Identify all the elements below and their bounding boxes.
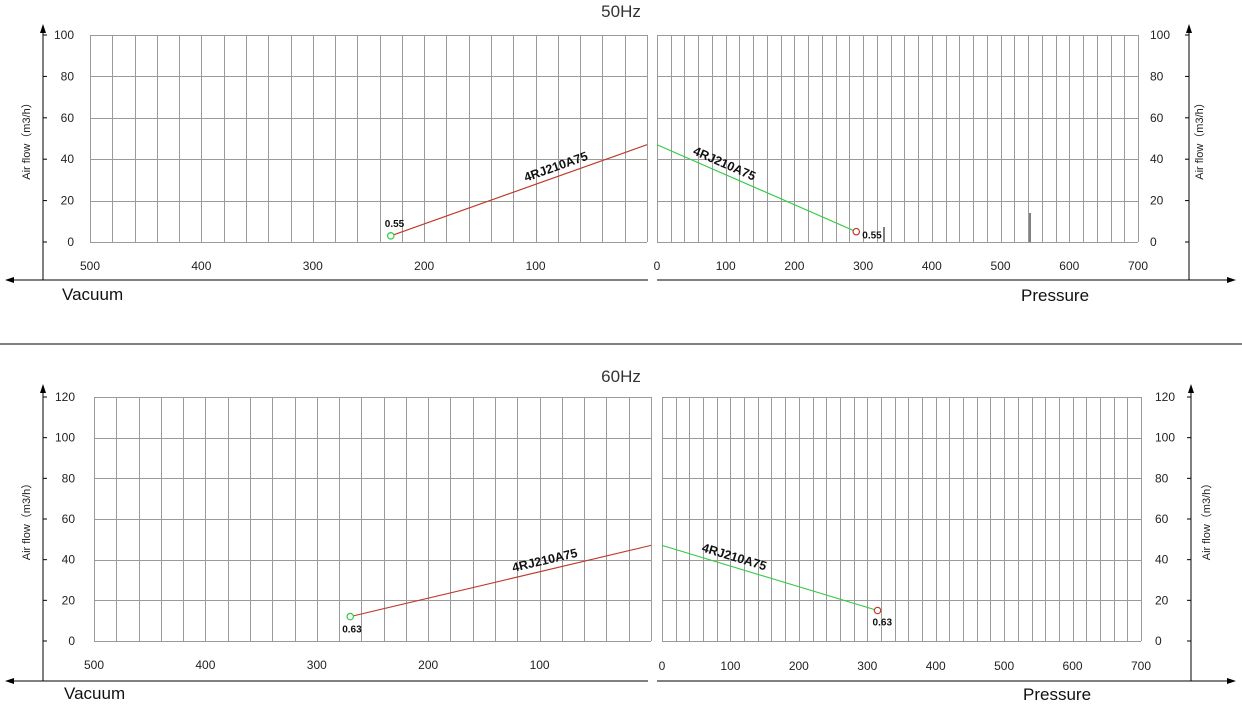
x-tick-label: 0 — [659, 659, 666, 673]
x-tick-label: 300 — [303, 259, 323, 273]
x-tick-label: 500 — [84, 658, 104, 672]
x-tick-label: 400 — [926, 659, 946, 673]
x-tick-label: 100 — [530, 658, 550, 672]
pressure-grid — [662, 397, 1142, 642]
y-tick-label: 0 — [68, 634, 75, 648]
y-tick-label: 40 — [1150, 152, 1164, 166]
x-tick-label: 400 — [195, 658, 215, 672]
x-tick-label: 500 — [80, 259, 100, 273]
pressure-x-axis-arrow — [1227, 277, 1236, 283]
y-axis-label: Air flow（m3/h） — [20, 97, 33, 180]
y-tick-label: 60 — [61, 111, 75, 125]
x-tick-label: 400 — [922, 259, 942, 273]
vacuum-x-axis-arrow — [5, 678, 14, 684]
endpoint-value-label: 0.55 — [862, 231, 882, 242]
endpoint-marker — [346, 612, 355, 621]
x-tick-label: 400 — [191, 259, 211, 273]
y-tick-label: 0 — [67, 235, 74, 249]
vacuum-x-axis-arrow — [5, 277, 14, 283]
pressure-x-axis-arrow — [1227, 678, 1236, 684]
endpoint-marker — [386, 231, 395, 240]
series-line — [656, 144, 857, 233]
y-tick-label: 60 — [1155, 512, 1169, 526]
x-tick-label: 300 — [857, 659, 877, 673]
y-tick-label: 120 — [1155, 390, 1175, 404]
x-tick-label: 500 — [994, 659, 1014, 673]
y-tick-label: 0 — [1155, 634, 1162, 648]
x-tick-label: 600 — [1059, 259, 1079, 273]
y-tick-label: 100 — [54, 28, 74, 42]
y-tick-label: 60 — [62, 512, 76, 526]
right-axis-arrow — [1186, 24, 1192, 33]
y-tick-label: 20 — [1150, 194, 1164, 208]
endpoint-marker — [852, 227, 861, 236]
series-line — [661, 544, 878, 612]
y-tick-label: 100 — [55, 431, 75, 445]
series-name-label: 4RJ210A75 — [522, 149, 590, 185]
vacuum-axis-label: Vacuum — [62, 285, 123, 304]
series-line — [390, 144, 648, 237]
x-tick-label: 700 — [1131, 659, 1151, 673]
y-tick-label: 80 — [1155, 471, 1169, 485]
x-tick-label: 700 — [1128, 259, 1148, 273]
pressure-grid — [657, 35, 1139, 243]
x-tick-label: 100 — [716, 259, 736, 273]
y-tick-label: 20 — [1155, 593, 1169, 607]
endpoint-value-label: 0.63 — [342, 625, 362, 636]
left-axis-arrow — [40, 24, 46, 33]
y-tick-label: 40 — [62, 553, 76, 567]
y-axis-label: Air flow（m3/h） — [1193, 97, 1206, 180]
x-tick-label: 100 — [720, 659, 740, 673]
left-axis-arrow — [40, 384, 46, 393]
y-tick-label: 120 — [55, 390, 75, 404]
y-tick-label: 60 — [1150, 111, 1164, 125]
y-tick-label: 20 — [62, 593, 76, 607]
right-axis-arrow — [1188, 384, 1194, 393]
x-tick-label: 0 — [654, 259, 661, 273]
y-tick-label: 20 — [61, 194, 75, 208]
series-line — [350, 544, 652, 618]
endpoint-marker — [873, 606, 882, 615]
chart-title: 50Hz — [601, 2, 641, 21]
endpoint-value-label: 0.63 — [873, 618, 893, 629]
chart-title: 60Hz — [601, 367, 641, 386]
y-tick-label: 100 — [1150, 28, 1170, 42]
y-tick-label: 80 — [61, 69, 75, 83]
x-tick-label: 200 — [414, 259, 434, 273]
x-tick-label: 200 — [789, 659, 809, 673]
y-tick-label: 40 — [61, 152, 75, 166]
x-tick-label: 300 — [853, 259, 873, 273]
pressure-axis-label: Pressure — [1021, 286, 1089, 305]
vacuum-grid — [94, 397, 652, 642]
y-axis-label: Air flow（m3/h） — [20, 478, 33, 561]
y-tick-label: 100 — [1155, 431, 1175, 445]
y-tick-label: 0 — [1150, 235, 1157, 249]
x-tick-label: 200 — [418, 658, 438, 672]
endpoint-value-label: 0.55 — [385, 219, 405, 230]
x-tick-label: 600 — [1063, 659, 1083, 673]
x-tick-label: 100 — [526, 259, 546, 273]
y-tick-label: 80 — [62, 471, 76, 485]
y-axis-label: Air flow（m3/h） — [1200, 478, 1213, 561]
y-tick-label: 40 — [1155, 553, 1169, 567]
x-tick-label: 500 — [991, 259, 1011, 273]
x-tick-label: 200 — [784, 259, 804, 273]
vacuum-axis-label: Vacuum — [64, 684, 125, 703]
x-tick-label: 300 — [307, 658, 327, 672]
pressure-axis-label: Pressure — [1023, 685, 1091, 704]
y-tick-label: 80 — [1150, 69, 1164, 83]
vacuum-grid — [90, 35, 648, 243]
